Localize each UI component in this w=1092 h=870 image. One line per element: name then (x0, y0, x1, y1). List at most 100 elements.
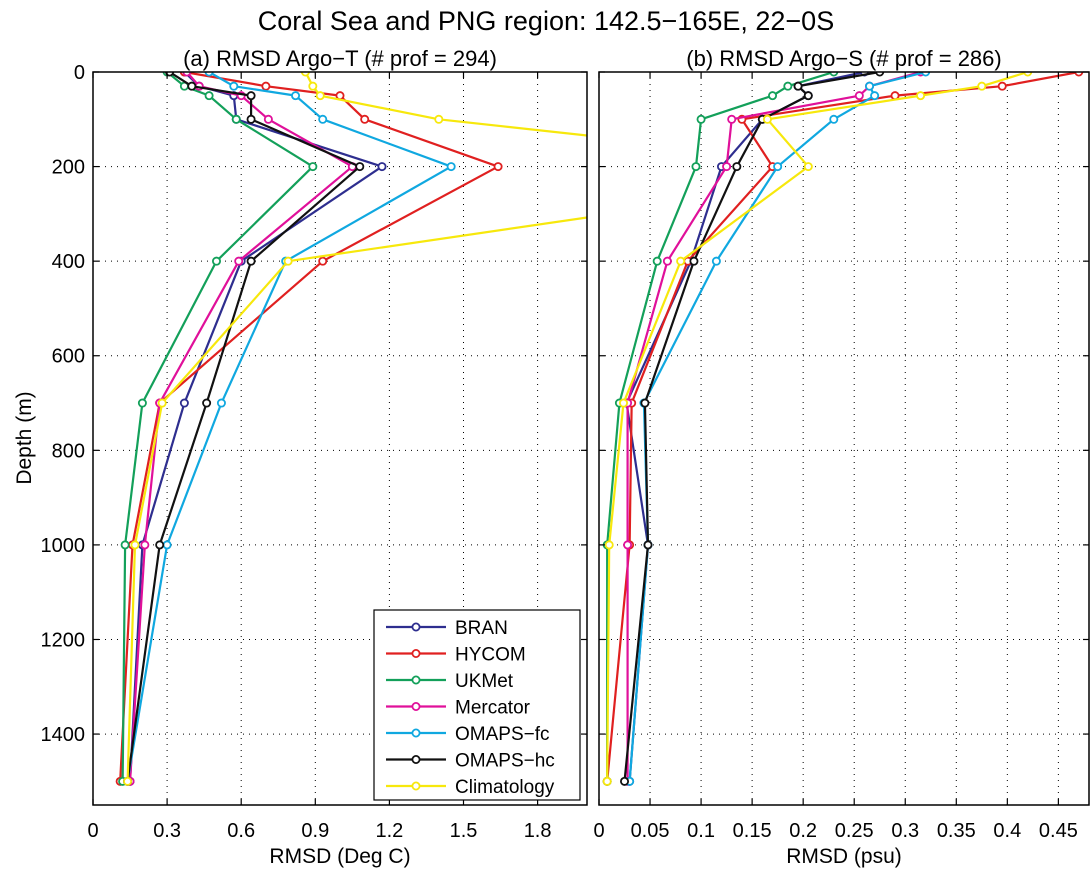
panel-b-data-point (604, 540, 614, 550)
panel-b-xlabel: RMSD (psu) (786, 845, 902, 868)
panel-a: 0 0.3 0.6 0.9 1.2 1.5 1.8 0 200 400 600 800 1000 1200… (13, 46, 588, 868)
panel-b-data-point (727, 114, 737, 124)
panel-b-data-point (793, 81, 803, 91)
panel-a-data-point (229, 81, 239, 91)
panel-a-data-point (155, 540, 165, 550)
panel-a-data-point (162, 540, 172, 550)
panel-a-data-point (246, 91, 256, 101)
panel-a-data-point (377, 162, 387, 172)
panel-a-data-point (308, 162, 318, 172)
panel-a-data-point (120, 540, 130, 550)
panel-a-plot-area (115, 72, 587, 786)
panel-b: 0 0.05 0.1 0.15 0.2 0.25 0.3 0.35 0.4 0.45 (b) RM… (593, 46, 1090, 868)
panel-a-ytick-label: 1400 (41, 724, 86, 746)
panel-b-data-point (689, 256, 699, 266)
panel-b-series-line (606, 72, 1029, 782)
legend-entries: BRAN HYCOM UKMet Mercator OMAPS−fc OMAPS−hc Cl… (386, 618, 555, 798)
panel-b-xtick-label: 0.15 (733, 820, 772, 842)
panel-a-data-point (355, 162, 365, 172)
panel-a-series-line (128, 72, 384, 782)
panel-a-frame (92, 71, 588, 806)
panel-a-xlabel: RMSD (Deg C) (269, 845, 410, 868)
panel-a-data-point (446, 162, 456, 172)
legend-swatch-marker (411, 781, 421, 791)
panel-a-xtick-label: 1.5 (450, 820, 478, 842)
legend-swatch-marker (411, 649, 421, 659)
panel-a-data-point (216, 398, 226, 408)
panel-b-xtick-label: 0.45 (1039, 820, 1078, 842)
legend-swatch-marker (411, 755, 421, 765)
panel-b-data-point (803, 91, 813, 101)
panel-b-data-point (870, 91, 880, 101)
panel-b-data-point (623, 540, 633, 550)
panel-b-data-point (602, 776, 612, 786)
panel-a-data-point (234, 256, 244, 266)
panel-a-data-point (318, 256, 328, 266)
panel-b-axes: 0 0.05 0.1 0.15 0.2 0.25 0.3 0.35 0.4 0.45 (593, 71, 1089, 842)
panel-a-data-point (360, 114, 370, 124)
panel-b-data-point (783, 81, 793, 91)
panel-b-data-point (620, 776, 630, 786)
panel-b-series-line (606, 72, 1079, 782)
panel-a-data-point (123, 776, 133, 786)
panel-b-series-line (628, 72, 926, 782)
panel-b-data-point (643, 540, 653, 550)
legend-label: OMAPS−hc (455, 751, 555, 772)
panel-a-data-point (130, 540, 140, 550)
legend-swatch-marker (411, 728, 421, 738)
panel-a-data-point (308, 81, 318, 91)
panel-b-series-line (626, 72, 921, 782)
panel-b-title: (b) RMSD Argo−S (# prof = 286) (686, 46, 1001, 71)
panel-b-data-point (732, 162, 742, 172)
panel-a-data-point (140, 540, 150, 550)
panel-a-data-point (246, 114, 256, 124)
panel-b-data-point (640, 398, 650, 408)
panel-b-data-point (619, 398, 629, 408)
panel-a-series-line (126, 72, 587, 782)
panel-a-series-line (126, 72, 361, 782)
panel-a-data-point (204, 91, 214, 101)
panel-b-data-point (977, 81, 987, 91)
panel-b-data-point (865, 81, 875, 91)
panel-b-xtick-label: 0.35 (937, 820, 976, 842)
panel-a-data-point (261, 81, 271, 91)
panel-a-ytick-label: 600 (52, 346, 85, 368)
panel-a-data-point (187, 81, 197, 91)
panel-a-xtick-label: 1.8 (524, 820, 552, 842)
panel-a-data-point (263, 114, 273, 124)
panel-a-ytick-label: 400 (52, 251, 85, 273)
panel-b-data-point (676, 256, 686, 266)
legend-label: HYCOM (455, 645, 526, 666)
panel-a-data-point (211, 256, 221, 266)
panel-b-data-point (696, 114, 706, 124)
panel-b-data-point (762, 114, 772, 124)
panel-a-data-point (283, 256, 293, 266)
legend-swatch-marker (411, 622, 421, 632)
panel-b-data-point (803, 162, 813, 172)
panel-a-ytick-label: 0 (74, 62, 85, 84)
legend-label: Mercator (455, 698, 531, 719)
panel-a-ytick-label: 200 (52, 157, 85, 179)
panel-a-xtick-label: 0.9 (301, 820, 329, 842)
panel-a-data-point (231, 114, 241, 124)
panel-b-frame (598, 71, 1090, 806)
panel-b-data-point (854, 91, 864, 101)
panel-b-series-line (625, 72, 865, 782)
legend-swatch-marker (411, 702, 421, 712)
legend-label: Climatology (455, 777, 555, 798)
panel-b-xtick-label: 0 (593, 820, 604, 842)
panel-b-data-point (997, 81, 1007, 91)
panel-b-data-point (711, 256, 721, 266)
panel-a-ytick-label: 1000 (41, 535, 86, 557)
panel-a-data-point (179, 398, 189, 408)
panel-b-grid (599, 72, 1089, 805)
figure-title: Coral Sea and PNG region: 142.5−165E, 22… (258, 6, 834, 36)
panel-a-ytick-label: 800 (52, 440, 85, 462)
panel-a-data-point (315, 91, 325, 101)
panel-b-xtick-label: 0.05 (631, 820, 670, 842)
panel-b-data-point (768, 91, 778, 101)
panel-a-xtick-label: 1.2 (375, 820, 403, 842)
panel-b-data-point (662, 256, 672, 266)
panel-a-data-point (246, 256, 256, 266)
